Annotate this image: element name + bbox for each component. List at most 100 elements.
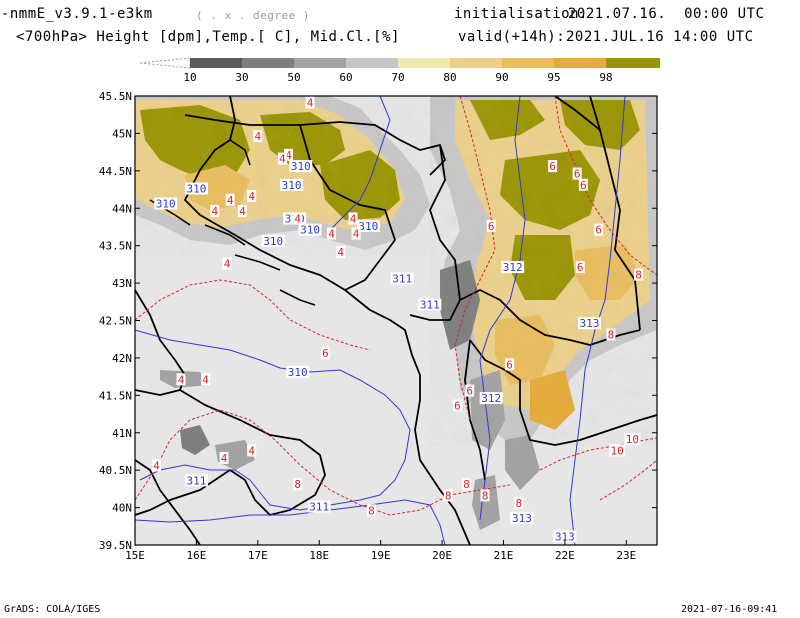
cloud-color-legend: 10 30 50 60 70 80 90 95 98 <box>140 58 660 84</box>
height-contour-label: 310 <box>285 212 305 225</box>
island-1 <box>149 199 191 226</box>
temp-contour-label-bg <box>572 167 582 180</box>
temp-contour-label: 4 <box>294 212 301 225</box>
longitude-axis: 15E 16E 17E 18E 19E 20E 21E 22E 23E <box>125 540 636 562</box>
height-contour-label: 313 <box>512 512 532 525</box>
height-contour-label-bg <box>261 234 285 247</box>
cloud-texture-e <box>430 96 657 446</box>
contour-310-n <box>329 96 391 231</box>
lat-tick-label: 41.5N <box>99 389 132 402</box>
height-contour-label: 312 <box>503 261 523 274</box>
temp-contour-label: 10 <box>626 433 639 446</box>
height-contour-label-bg <box>289 160 313 173</box>
adriatic-east-coast <box>184 96 471 545</box>
temp-contour-label: 4 <box>255 130 262 143</box>
temp-contour-label: 4 <box>178 373 185 386</box>
height-contour-label-bg <box>501 261 525 274</box>
height-contour-label-bg <box>307 500 331 513</box>
valid-value: 2021.JUL.16 14:00 UTC <box>566 29 754 45</box>
temp-contour-label: 6 <box>580 179 587 192</box>
temp-contour-label: 4 <box>221 452 228 465</box>
temp-contour-label: 8 <box>608 328 615 341</box>
temp-contour-label-bg <box>462 478 472 491</box>
temp-8-contour <box>539 437 657 471</box>
cloud-gold-3 <box>495 315 555 385</box>
temp-contour-label-bg <box>210 204 220 217</box>
cloud-dark-1 <box>440 260 480 350</box>
temp-6-e-contour <box>454 96 496 421</box>
lon-tick-label: 18E <box>309 549 329 562</box>
cloud-cream-e <box>455 100 650 410</box>
height-contour-label: 310 <box>263 235 283 248</box>
height-contour-label-bg <box>283 212 307 225</box>
legend-arrow-low <box>140 58 191 69</box>
italy-east-coast <box>135 289 326 516</box>
temp-contour-label-bg <box>277 152 287 165</box>
lat-tick-label: 42.5N <box>99 315 132 328</box>
legend-label: 90 <box>495 71 508 84</box>
lat-tick-label: 40N <box>112 502 132 515</box>
cloud-olive-6 <box>500 150 600 230</box>
temp-contour-label-bg <box>237 204 247 217</box>
temp-contour-label-bg <box>366 504 376 517</box>
init-value: 2021.07.16. 00:00 UTC <box>568 6 765 22</box>
temp-contour-label: 8 <box>445 489 452 502</box>
temp-contour-label-bg <box>151 459 161 472</box>
height-contour-label: 313 <box>580 317 600 330</box>
temp-contour-label: 6 <box>466 385 473 398</box>
temp-contour-label: 8 <box>516 497 523 510</box>
legend-swatch <box>606 58 658 68</box>
height-contour-label: 313 <box>555 531 575 544</box>
temp-contour-label: 4 <box>307 96 314 109</box>
temp-contour-label-bg <box>305 96 315 109</box>
map-frame <box>134 95 658 546</box>
italy-west-coast <box>135 459 201 545</box>
height-contour-label-bg <box>577 317 601 330</box>
legend-label: 80 <box>443 71 456 84</box>
model-title: F-nmmE_v3.9.1-e3km <box>0 6 153 22</box>
temp-contour-label-bg <box>284 148 294 161</box>
legend-label: 60 <box>339 71 352 84</box>
legend-swatch <box>242 58 294 68</box>
legend-swatch <box>190 58 242 68</box>
height-contour-label-bg <box>479 392 503 405</box>
temp-contour-label-bg <box>351 227 361 240</box>
lon-tick-label: 20E <box>432 549 452 562</box>
temp-contour-label: 4 <box>212 205 219 218</box>
map-subtitle: <700hPa> Height [dpm],Temp.[ C], Mid.Cl.… <box>16 29 400 45</box>
temp-contour-label-bg <box>452 399 462 412</box>
temp-contour-label: 4 <box>350 212 357 225</box>
cloud-cover-field <box>135 96 657 530</box>
temp-contour-label: 4 <box>285 149 292 162</box>
height-contour-label-bg <box>298 223 322 236</box>
cloud-gray-6 <box>472 475 500 530</box>
temperature-contours <box>135 96 657 516</box>
temp-contour-label-bg <box>480 489 490 502</box>
height-contour-label: 310 <box>156 198 176 211</box>
temp-contour-label-bg <box>320 347 330 360</box>
cloud-gold-1 <box>185 165 250 210</box>
unit-note: ( . x . degree ) <box>196 9 310 22</box>
init-label: initialisation: <box>454 6 588 22</box>
temp-contour-label: 6 <box>506 358 513 371</box>
temp-contour-label-bg <box>336 246 346 259</box>
temp-contour-label: 4 <box>248 190 255 203</box>
temp-contour-label-bg <box>465 384 475 397</box>
temp-contour-label-bg <box>247 444 257 457</box>
lon-tick-label: 19E <box>371 549 391 562</box>
lat-tick-label: 43.5N <box>99 240 132 253</box>
temp-contour-label-bg <box>505 358 515 371</box>
lat-tick-label: 40.5N <box>99 464 132 477</box>
height-contour-label-bg <box>154 197 178 210</box>
legend-arrow-high <box>658 58 660 68</box>
height-contour-label: 310 <box>282 179 302 192</box>
contour-312 <box>479 96 526 521</box>
height-contour-label: 310 <box>186 183 206 196</box>
cloud-gray-4 <box>160 370 210 388</box>
legend-swatch <box>294 58 346 68</box>
temp-contour-label-bg <box>176 373 186 386</box>
temp-contour-label: 4 <box>337 246 344 259</box>
lat-tick-label: 45.5N <box>99 90 132 103</box>
temp-6-ne-contour <box>554 96 657 276</box>
